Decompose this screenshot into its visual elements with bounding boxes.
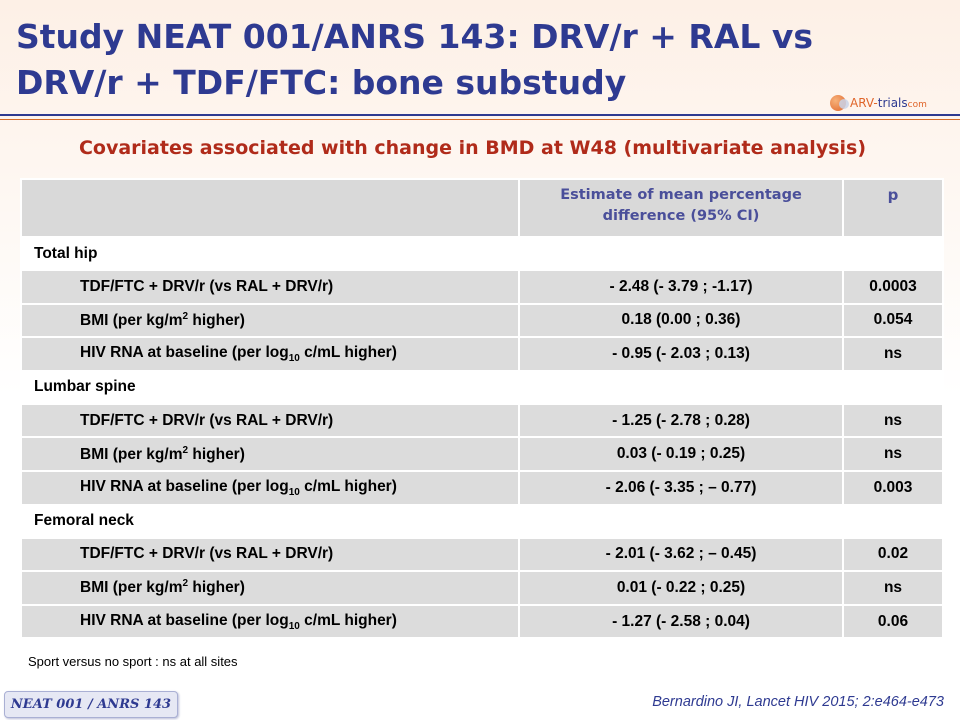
table-row: TDF/FTC + DRV/r (vs RAL + DRV/r) - 1.25 (…	[20, 402, 944, 439]
estimate-value: - 1.25 (- 2.78 ; 0.28)	[518, 402, 844, 439]
covariate-text: HIV RNA at baseline (per log	[80, 343, 289, 361]
covariate-text: BMI (per kg/m	[80, 579, 183, 597]
estimate-value: 0.03 (- 0.19 ; 0.25)	[518, 436, 844, 472]
covariate-text-suffix: higher)	[188, 311, 245, 329]
section-empty-cell	[842, 369, 944, 405]
covariate-text: TDF/FTC + DRV/r (vs RAL + DRV/r)	[80, 411, 334, 429]
covariate-label: BMI (per kg/m2 higher)	[20, 570, 520, 606]
covariate-label: TDF/FTC + DRV/r (vs RAL + DRV/r)	[20, 269, 520, 305]
covariate-superscript: 2	[182, 444, 189, 456]
covariate-label: TDF/FTC + DRV/r (vs RAL + DRV/r)	[20, 402, 520, 439]
header-estimate: Estimate of mean percentage difference (…	[518, 178, 844, 238]
section-row: Lumbar spine	[20, 369, 944, 405]
covariate-subscript: 10	[288, 486, 300, 498]
section-empty-cell	[518, 503, 844, 539]
p-value: 0.06	[842, 603, 944, 640]
slide-title: Study NEAT 001/ANRS 143: DRV/r + RAL vs …	[16, 17, 814, 102]
title-divider-accent	[0, 119, 960, 120]
estimate-value: - 2.48 (- 3.79 ; -1.17)	[518, 269, 844, 305]
p-value: 0.054	[842, 302, 944, 339]
section-empty-cell	[518, 236, 844, 271]
covariate-text-suffix: c/mL higher)	[299, 611, 397, 629]
table-row: BMI (per kg/m2 higher) 0.01 (- 0.22 ; 0.2…	[20, 570, 944, 606]
covariate-text-suffix: higher)	[188, 579, 245, 597]
section-label: Femoral neck	[20, 503, 520, 539]
table-heading: Covariates associated with change in BMD…	[78, 137, 867, 159]
covariate-text: HIV RNA at baseline (per log	[80, 611, 289, 629]
covariate-label: HIV RNA at baseline (per log10 c/mL high…	[20, 603, 520, 640]
header-covariate	[20, 178, 520, 238]
section-label: Lumbar spine	[20, 369, 520, 405]
covariate-label: BMI (per kg/m2 higher)	[20, 302, 520, 339]
p-value: ns	[842, 570, 944, 606]
covariate-label: HIV RNA at baseline (per log10 c/mL high…	[20, 336, 520, 372]
covariate-label: BMI (per kg/m2 higher)	[20, 436, 520, 472]
covariate-subscript: 10	[288, 353, 300, 365]
section-empty-cell	[842, 503, 944, 539]
estimate-value: - 1.27 (- 2.58 ; 0.04)	[518, 603, 844, 640]
arv-trials-logo: ARV-trialscom	[830, 93, 950, 113]
covariate-text: BMI (per kg/m	[80, 445, 183, 463]
covariate-text: TDF/FTC + DRV/r (vs RAL + DRV/r)	[80, 277, 334, 295]
estimate-value: - 0.95 (- 2.03 ; 0.13)	[518, 336, 844, 372]
section-empty-cell	[842, 236, 944, 271]
title-divider	[0, 114, 960, 116]
logo-text: ARV-trialscom	[850, 96, 927, 110]
p-value: ns	[842, 436, 944, 472]
covariate-subscript: 10	[288, 620, 300, 632]
estimate-value: 0.18 (0.00 ; 0.36)	[518, 302, 844, 339]
estimate-value: - 2.01 (- 3.62 ; – 0.45)	[518, 536, 844, 573]
header-p: p	[842, 178, 944, 238]
p-value: ns	[842, 336, 944, 372]
table-row: HIV RNA at baseline (per log10 c/mL high…	[20, 336, 944, 372]
covariates-table: Estimate of mean percentage difference (…	[20, 178, 944, 640]
covariate-text-suffix: c/mL higher)	[299, 477, 397, 495]
covariate-text: TDF/FTC + DRV/r (vs RAL + DRV/r)	[80, 545, 334, 563]
table-row: HIV RNA at baseline (per log10 c/mL high…	[20, 469, 944, 506]
covariate-text-suffix: c/mL higher)	[299, 343, 397, 361]
p-value: 0.02	[842, 536, 944, 573]
p-value: 0.0003	[842, 269, 944, 305]
section-label: Total hip	[20, 236, 520, 271]
table-header-row: Estimate of mean percentage difference (…	[20, 178, 944, 238]
table-row: BMI (per kg/m2 higher) 0.03 (- 0.19 ; 0.2…	[20, 436, 944, 472]
table-row: BMI (per kg/m2 higher) 0.18 (0.00 ; 0.36)…	[20, 302, 944, 339]
estimate-value: - 2.06 (- 3.35 ; – 0.77)	[518, 469, 844, 506]
table-row: HIV RNA at baseline (per log10 c/mL high…	[20, 603, 944, 640]
table-row: TDF/FTC + DRV/r (vs RAL + DRV/r) - 2.48 (…	[20, 269, 944, 305]
p-value: ns	[842, 402, 944, 439]
covariate-text: BMI (per kg/m	[80, 311, 183, 329]
section-row: Femoral neck	[20, 503, 944, 539]
estimate-value: 0.01 (- 0.22 ; 0.25)	[518, 570, 844, 606]
covariate-superscript: 2	[182, 310, 189, 322]
covariate-superscript: 2	[182, 578, 189, 590]
covariate-text-suffix: higher)	[188, 445, 245, 463]
logo-drop-secondary-icon	[839, 99, 849, 109]
study-badge: NEAT 001 / ANRS 143	[4, 691, 178, 718]
covariate-label: TDF/FTC + DRV/r (vs RAL + DRV/r)	[20, 536, 520, 573]
table-row: TDF/FTC + DRV/r (vs RAL + DRV/r) - 2.01 (…	[20, 536, 944, 573]
p-value: 0.003	[842, 469, 944, 506]
section-empty-cell	[518, 369, 844, 405]
covariate-text: HIV RNA at baseline (per log	[80, 477, 289, 495]
section-row: Total hip	[20, 236, 944, 271]
covariate-label: HIV RNA at baseline (per log10 c/mL high…	[20, 469, 520, 506]
reference-citation: Bernardino JI, Lancet HIV 2015; 2:e464-e…	[652, 694, 944, 710]
footnote: Sport versus no sport : ns at all sites	[28, 654, 238, 669]
